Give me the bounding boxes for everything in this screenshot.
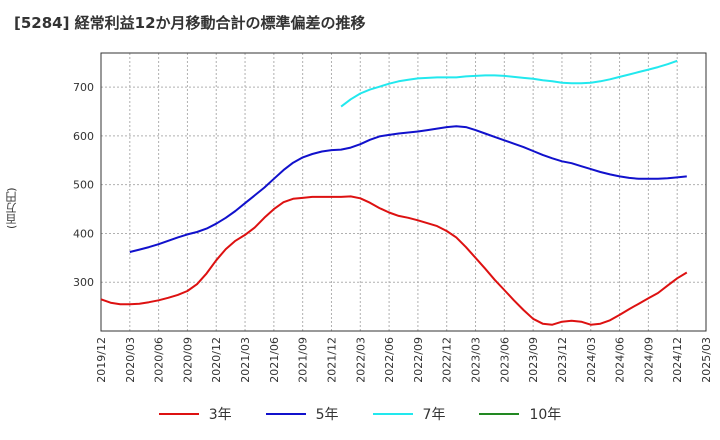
legend-label: 10年: [529, 407, 562, 423]
x-tick-label: 2024/03: [585, 337, 598, 383]
legend-item: 10年: [479, 404, 561, 424]
series-line-7年: [340, 59, 678, 108]
x-tick-label: 2023/09: [527, 337, 540, 383]
chart-title: [5284] 経常利益12か月移動合計の標準偏差の推移: [14, 14, 366, 32]
y-tick-label: 600: [73, 130, 94, 143]
series-line-5年: [129, 125, 687, 253]
x-tick-label: 2024/12: [671, 337, 684, 383]
y-tick-label: 500: [73, 179, 94, 192]
x-tick-label: 2023/12: [556, 337, 569, 383]
legend-swatch: [265, 413, 306, 415]
x-tick-label: 2021/09: [297, 337, 310, 383]
x-tick-label: 2022/09: [412, 337, 425, 383]
x-tick-label: 2020/03: [124, 337, 137, 383]
x-tick-label: 2020/09: [181, 337, 194, 383]
plot-frame: [100, 52, 707, 332]
legend-item: 5年: [265, 404, 339, 424]
x-tick-label: 2024/06: [614, 337, 627, 383]
x-tick-label: 2021/03: [239, 337, 252, 383]
y-tick-label: 300: [73, 276, 94, 289]
legend-swatch: [158, 413, 199, 415]
x-tick-label: 2025/03: [700, 337, 713, 383]
legend-item: 7年: [372, 404, 446, 424]
x-tick-label: 2022/06: [383, 337, 396, 383]
series-line-3年: [100, 195, 688, 326]
legend-swatch: [372, 413, 413, 415]
legend-swatch: [479, 413, 520, 415]
x-tick-label: 2021/12: [325, 337, 338, 383]
legend-label: 7年: [422, 407, 446, 423]
legend-label: 3年: [208, 407, 232, 423]
x-tick-label: 2019/12: [95, 337, 108, 383]
y-tick-label: 400: [73, 227, 94, 240]
legend-label: 5年: [315, 407, 339, 423]
chart-legend: 3年 5年 7年 10年: [0, 400, 720, 428]
x-tick-label: 2020/12: [210, 337, 223, 383]
y-tick-label: 700: [73, 81, 94, 94]
plot-area: [101, 53, 706, 331]
x-tick-label: 2023/06: [498, 337, 511, 383]
x-tick-label: 2020/06: [153, 337, 166, 383]
x-tick-label: 2024/09: [642, 337, 655, 383]
x-tick-label: 2022/03: [354, 337, 367, 383]
x-tick-label: 2021/06: [268, 337, 281, 383]
legend-item: 3年: [158, 404, 232, 424]
x-tick-label: 2022/12: [441, 337, 454, 383]
x-tick-label: 2023/03: [470, 337, 483, 383]
